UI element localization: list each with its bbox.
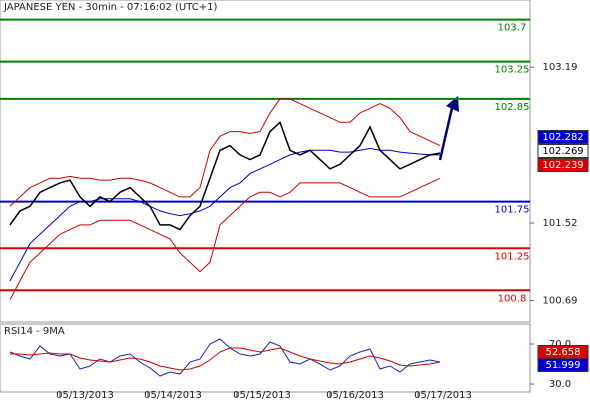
line-upper-band bbox=[9, 98, 441, 207]
y-tick-label: 30.0 bbox=[549, 379, 571, 390]
chart-title: JAPANESE YEN - 30min - 07:16:02 (UTC+1) bbox=[3, 2, 217, 13]
y-tick-label: 100.69 bbox=[543, 296, 578, 307]
line-rsi-ma bbox=[10, 347, 441, 371]
arrow-head bbox=[446, 96, 459, 112]
last-value-label: 102.282 bbox=[542, 132, 583, 143]
line-lower-band bbox=[9, 177, 441, 300]
level-label: 103.25 bbox=[495, 65, 530, 76]
level-label: 101.25 bbox=[495, 251, 530, 262]
rsi-panel bbox=[0, 323, 531, 393]
x-tick-label: 05/14/2013 bbox=[144, 390, 202, 400]
last-value-label: 52.658 bbox=[546, 347, 581, 358]
last-value-label: 102.269 bbox=[542, 146, 583, 157]
last-value-box bbox=[537, 158, 589, 172]
x-tick-label: 05/13/2013 bbox=[56, 390, 114, 400]
level-label: 100.8 bbox=[498, 293, 527, 304]
line-moving-average bbox=[9, 147, 440, 282]
last-value-label: 102.239 bbox=[542, 160, 583, 171]
y-tick-label: 101.52 bbox=[543, 218, 578, 229]
level-label: 102.85 bbox=[495, 102, 530, 113]
last-value-label: 51.999 bbox=[546, 360, 581, 371]
rsi-title: RSI14 - 9MA bbox=[4, 326, 65, 337]
level-label: 101.75 bbox=[495, 205, 530, 216]
last-value-box bbox=[537, 130, 589, 144]
x-tick-label: 05/15/2013 bbox=[233, 390, 291, 400]
last-value-box bbox=[537, 358, 589, 372]
price-panel bbox=[0, 0, 531, 323]
x-tick-label: 05/16/2013 bbox=[326, 390, 384, 400]
level-label: 103.7 bbox=[498, 23, 527, 34]
x-tick-label: 05/17/2013 bbox=[414, 390, 472, 400]
y-tick-label: 103.19 bbox=[543, 62, 578, 73]
y-tick-label: 70.0 bbox=[549, 339, 571, 350]
line-price bbox=[9, 120, 441, 231]
line-rsi bbox=[9, 338, 441, 377]
trend-arrow bbox=[438, 107, 454, 161]
last-value-box bbox=[537, 144, 589, 158]
